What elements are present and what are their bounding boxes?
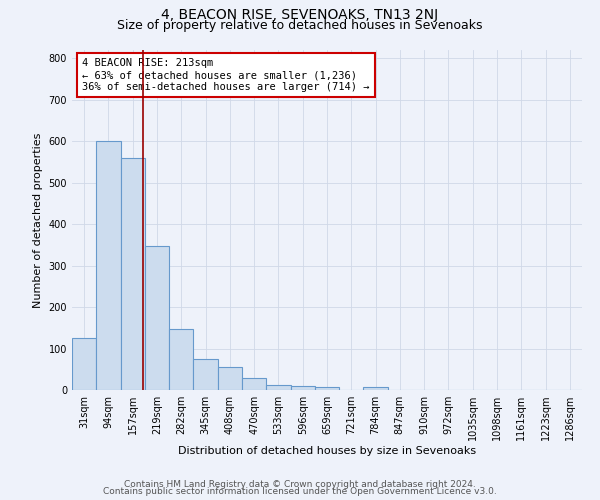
Y-axis label: Number of detached properties: Number of detached properties [33,132,43,308]
X-axis label: Distribution of detached houses by size in Sevenoaks: Distribution of detached houses by size … [178,446,476,456]
Bar [266,385,290,390]
Bar [193,359,218,390]
Bar [145,246,169,390]
Text: Contains public sector information licensed under the Open Government Licence v3: Contains public sector information licen… [103,487,497,496]
Bar [96,141,121,390]
Bar [290,386,315,390]
Bar [121,158,145,390]
Bar [364,387,388,390]
Bar [315,387,339,390]
Text: 4, BEACON RISE, SEVENOAKS, TN13 2NJ: 4, BEACON RISE, SEVENOAKS, TN13 2NJ [161,8,439,22]
Bar [72,338,96,390]
Bar [218,367,242,390]
Text: 4 BEACON RISE: 213sqm
← 63% of detached houses are smaller (1,236)
36% of semi-d: 4 BEACON RISE: 213sqm ← 63% of detached … [82,58,370,92]
Bar [169,328,193,390]
Text: Contains HM Land Registry data © Crown copyright and database right 2024.: Contains HM Land Registry data © Crown c… [124,480,476,489]
Bar [242,378,266,390]
Text: Size of property relative to detached houses in Sevenoaks: Size of property relative to detached ho… [117,19,483,32]
